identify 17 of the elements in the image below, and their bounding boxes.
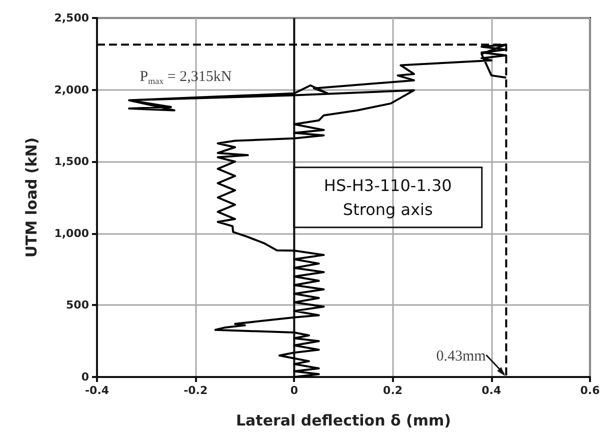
x-tick-label: 0.2 [383,384,403,397]
annotation: Strong axis [342,200,433,219]
annotation: HS-H3-110-1.30 [324,176,452,195]
annotation: 0.43mm [436,348,486,364]
y-tick-label: 2,500 [54,12,90,24]
x-tick-label: -0.2 [184,384,208,397]
x-tick-label: 0.4 [482,384,502,397]
x-tick-label: 0.6 [580,384,600,397]
x-tick-label: 0 [290,384,298,397]
y-axis-title: UTM load (kN) [22,137,40,258]
y-tick-label: 1,500 [54,155,90,168]
x-axis-title: Lateral deflection δ (mm) [236,412,452,430]
y-tick-label: 1,000 [54,226,90,240]
x-tick-label: -0.4 [84,384,110,397]
y-tick-label: 2,000 [54,83,90,96]
y-tick-label: 500 [66,298,90,312]
y-tick-label: 0 [81,370,90,384]
